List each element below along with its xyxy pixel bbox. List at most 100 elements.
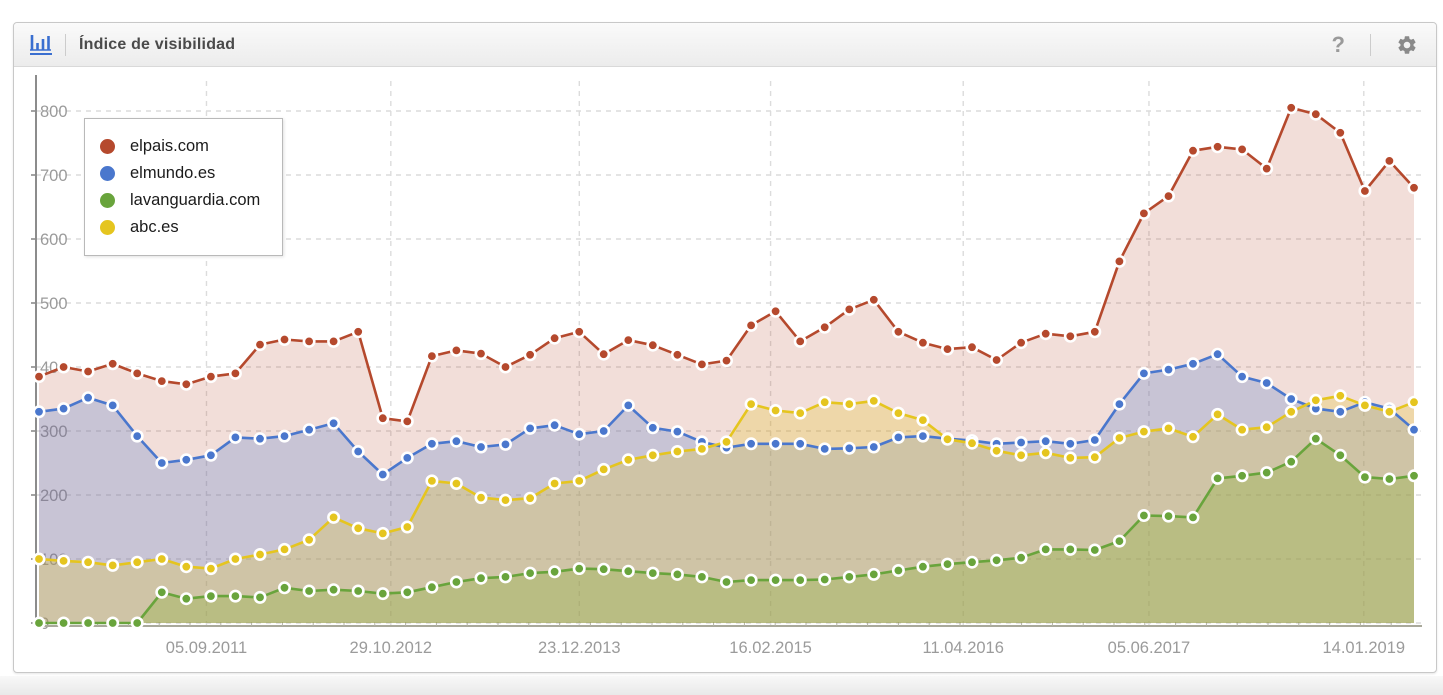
data-point-abc.es[interactable] [1137, 425, 1151, 439]
data-point-abc.es[interactable] [32, 552, 46, 566]
data-point-elmundo.es[interactable] [891, 430, 905, 444]
data-point-lavanguardia.com[interactable] [1260, 466, 1274, 480]
data-point-lavanguardia.com[interactable] [965, 555, 979, 569]
data-point-lavanguardia.com[interactable] [449, 575, 463, 589]
data-point-elpais.com[interactable] [1211, 140, 1225, 154]
data-point-elmundo.es[interactable] [670, 425, 684, 439]
data-point-elmundo.es[interactable] [769, 437, 783, 451]
data-point-abc.es[interactable] [204, 562, 218, 576]
data-point-lavanguardia.com[interactable] [1284, 455, 1298, 469]
data-point-elmundo.es[interactable] [744, 437, 758, 451]
data-point-elmundo.es[interactable] [1333, 405, 1347, 419]
data-point-elpais.com[interactable] [228, 366, 242, 380]
data-point-elpais.com[interactable] [990, 353, 1004, 367]
data-point-elpais.com[interactable] [1088, 325, 1102, 339]
data-point-abc.es[interactable] [1063, 451, 1077, 465]
data-point-lavanguardia.com[interactable] [621, 564, 635, 578]
data-point-elmundo.es[interactable] [204, 448, 218, 462]
data-point-lavanguardia.com[interactable] [253, 590, 267, 604]
data-point-abc.es[interactable] [990, 444, 1004, 458]
data-point-elpais.com[interactable] [1137, 206, 1151, 220]
data-point-elpais.com[interactable] [498, 360, 512, 374]
data-point-lavanguardia.com[interactable] [1309, 432, 1323, 446]
data-point-elpais.com[interactable] [891, 325, 905, 339]
data-point-elpais.com[interactable] [1358, 184, 1372, 198]
data-point-abc.es[interactable] [597, 462, 611, 476]
data-point-abc.es[interactable] [793, 406, 807, 420]
data-point-elpais.com[interactable] [449, 343, 463, 357]
data-point-lavanguardia.com[interactable] [572, 562, 586, 576]
data-point-lavanguardia.com[interactable] [1112, 534, 1126, 548]
data-point-abc.es[interactable] [572, 474, 586, 488]
data-point-lavanguardia.com[interactable] [695, 570, 709, 584]
data-point-elmundo.es[interactable] [1014, 435, 1028, 449]
data-point-abc.es[interactable] [57, 554, 71, 568]
data-point-abc.es[interactable] [1211, 407, 1225, 421]
data-point-elpais.com[interactable] [81, 364, 95, 378]
data-point-lavanguardia.com[interactable] [891, 563, 905, 577]
data-point-elpais.com[interactable] [1063, 329, 1077, 343]
data-point-abc.es[interactable] [1309, 393, 1323, 407]
data-point-elpais.com[interactable] [769, 304, 783, 318]
data-point-elmundo.es[interactable] [1284, 392, 1298, 406]
data-point-lavanguardia.com[interactable] [744, 573, 758, 587]
data-point-elpais.com[interactable] [376, 411, 390, 425]
data-point-lavanguardia.com[interactable] [1162, 509, 1176, 523]
data-point-elmundo.es[interactable] [523, 421, 537, 435]
data-point-lavanguardia.com[interactable] [1333, 448, 1347, 462]
data-point-elmundo.es[interactable] [1063, 437, 1077, 451]
data-point-elpais.com[interactable] [1382, 154, 1396, 168]
data-point-elpais.com[interactable] [1186, 144, 1200, 158]
data-point-elpais.com[interactable] [253, 338, 267, 352]
data-point-elmundo.es[interactable] [1211, 347, 1225, 361]
data-point-elpais.com[interactable] [57, 360, 71, 374]
data-point-lavanguardia.com[interactable] [204, 589, 218, 603]
data-point-elpais.com[interactable] [572, 325, 586, 339]
data-point-elpais.com[interactable] [867, 293, 881, 307]
data-point-elmundo.es[interactable] [351, 444, 365, 458]
data-point-elpais.com[interactable] [597, 347, 611, 361]
data-point-abc.es[interactable] [891, 406, 905, 420]
data-point-elmundo.es[interactable] [1407, 423, 1421, 437]
data-point-elpais.com[interactable] [425, 349, 439, 363]
data-point-lavanguardia.com[interactable] [474, 571, 488, 585]
data-point-elpais.com[interactable] [818, 320, 832, 334]
data-point-abc.es[interactable] [548, 476, 562, 490]
data-point-elmundo.es[interactable] [302, 423, 316, 437]
data-point-lavanguardia.com[interactable] [719, 575, 733, 589]
data-point-abc.es[interactable] [449, 476, 463, 490]
data-point-elmundo.es[interactable] [130, 429, 144, 443]
data-point-lavanguardia.com[interactable] [1014, 551, 1028, 565]
data-point-elmundo.es[interactable] [1162, 363, 1176, 377]
data-point-elmundo.es[interactable] [842, 441, 856, 455]
data-point-elpais.com[interactable] [204, 370, 218, 384]
data-point-abc.es[interactable] [253, 547, 267, 561]
data-point-elmundo.es[interactable] [1235, 370, 1249, 384]
data-point-elmundo.es[interactable] [228, 430, 242, 444]
data-point-elmundo.es[interactable] [1039, 434, 1053, 448]
data-point-abc.es[interactable] [106, 558, 120, 572]
data-point-elmundo.es[interactable] [597, 424, 611, 438]
data-point-abc.es[interactable] [867, 394, 881, 408]
data-point-elmundo.es[interactable] [818, 442, 832, 456]
bar-chart-icon[interactable] [30, 34, 52, 55]
data-point-elpais.com[interactable] [793, 334, 807, 348]
data-point-lavanguardia.com[interactable] [1063, 542, 1077, 556]
data-point-lavanguardia.com[interactable] [376, 587, 390, 601]
data-point-lavanguardia.com[interactable] [1407, 469, 1421, 483]
data-point-lavanguardia.com[interactable] [670, 567, 684, 581]
data-point-elpais.com[interactable] [1235, 142, 1249, 156]
data-point-elpais.com[interactable] [842, 302, 856, 316]
data-point-lavanguardia.com[interactable] [818, 572, 832, 586]
data-point-lavanguardia.com[interactable] [1186, 510, 1200, 524]
data-point-elpais.com[interactable] [548, 331, 562, 345]
data-point-elmundo.es[interactable] [1112, 397, 1126, 411]
data-point-elpais.com[interactable] [965, 340, 979, 354]
data-point-elmundo.es[interactable] [179, 453, 193, 467]
data-point-elpais.com[interactable] [474, 347, 488, 361]
data-point-abc.es[interactable] [1039, 446, 1053, 460]
data-point-abc.es[interactable] [1260, 420, 1274, 434]
data-point-abc.es[interactable] [425, 474, 439, 488]
data-point-elpais.com[interactable] [1284, 101, 1298, 115]
data-point-elmundo.es[interactable] [425, 437, 439, 451]
